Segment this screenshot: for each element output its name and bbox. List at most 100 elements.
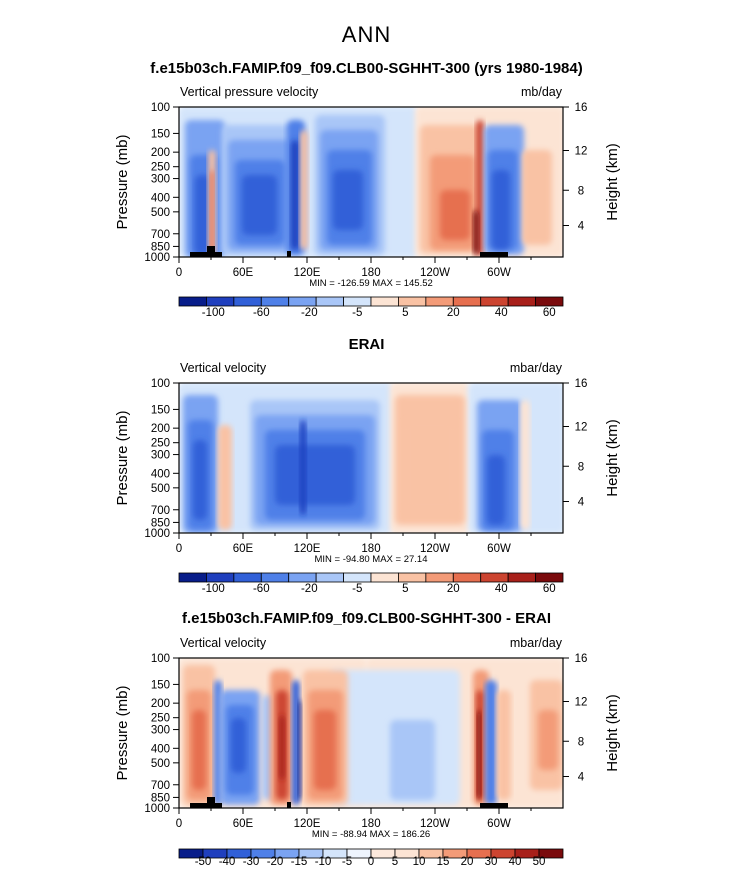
colorbar-swatch [398,296,427,307]
colorbar-label--5: -5 [352,583,362,595]
right-tick-label-16: 16 [575,102,588,114]
x-tick-label-120W: 120W [420,267,450,279]
panel-1: Vertical pressure velocity mb/day 100 150 20… [114,85,621,319]
right-axis-label-2: Height (km) [604,419,621,497]
y-tick-label-150: 150 [151,128,170,140]
colorbar-label--20: -20 [301,583,318,595]
colorbar-swatch [507,572,536,583]
contour-region-15 [279,715,285,780]
panel-3-title: f.e15b03ch.FAMIP.f09_f09.CLB00-SGHHT-300… [181,610,552,627]
right-tick-label-12: 12 [575,697,588,709]
colorbar-label-20: 20 [447,583,460,595]
y-tick-label-850: 850 [151,241,170,253]
x-tick-label-180: 180 [361,267,380,279]
y-tick-label-200: 200 [151,698,170,710]
y-tick-label-400: 400 [151,468,170,480]
x-tick-label-120E: 120E [294,267,321,279]
y-tick-label-500: 500 [151,207,170,219]
colorbar-swatch [288,296,317,307]
right-tick-label-4: 4 [578,772,585,784]
colorbar-label-5: 5 [402,583,408,595]
contour-region-4 [390,720,435,800]
y-tick-label-1000: 1000 [144,252,170,264]
x-tick-label-120W: 120W [420,818,450,830]
colorbar-swatch [425,572,454,583]
contour-region-14 [300,130,308,250]
y-tick-label-500: 500 [151,483,170,495]
colorbar-swatch [233,296,262,307]
topography-mask-1 [190,252,222,257]
y-tick-label-300: 300 [151,174,170,186]
colorbar-swatch [315,572,344,583]
y-tick-label-1000: 1000 [144,528,170,540]
colorbar-label-50: 50 [533,856,546,868]
colorbar-label--100: -100 [202,307,225,319]
x-tick-label-60W: 60W [487,818,511,830]
contour-region-18 [333,170,363,230]
contour-region-11 [231,718,246,773]
colorbar-label-15: 15 [437,856,450,868]
y-tick-label-200: 200 [151,147,170,159]
colorbar-label-10: 10 [413,856,426,868]
y-tick-label-250: 250 [151,438,170,450]
contour-region-14 [405,420,455,510]
colorbar-swatch [233,572,262,583]
contour-region-6 [193,440,207,520]
right-tick-label-12: 12 [575,146,588,158]
colorbar-label--20: -20 [267,856,284,868]
y-tick-label-850: 850 [151,517,170,529]
colorbar-label-40: 40 [509,856,522,868]
colorbar-swatch [315,296,344,307]
y-axis-label-3: Pressure (mb) [114,685,131,780]
colorbar-swatch [206,296,235,307]
colorbar-swatch [480,296,509,307]
colorbar-swatch [260,572,290,583]
colorbar-swatch [535,572,564,583]
contour-region-26 [492,170,510,250]
contour-field-3 [179,658,563,808]
colorbar-label--5: -5 [342,856,352,868]
x-tick-label-180: 180 [361,543,380,555]
x-tick-label-60E: 60E [233,818,254,830]
topography-mask-2 [207,246,215,252]
x-tick-label-0: 0 [176,267,182,279]
contour-region-20 [314,710,336,790]
contour-region-25 [497,690,511,800]
y-tick-label-700: 700 [151,780,170,792]
colorbar-swatch [343,572,372,583]
subtitle-right-1: mb/day [521,85,563,99]
y-tick-label-100: 100 [151,102,170,114]
colorbar-label--10: -10 [315,856,332,868]
right-tick-label-12: 12 [575,422,588,434]
colorbar-label--50: -50 [195,856,212,868]
x-tick-label-180: 180 [361,818,380,830]
topography-mask-1 [190,803,222,808]
y-tick-label-250: 250 [151,162,170,174]
subtitle-left-3: Vertical velocity [180,636,267,650]
y-tick-label-200: 200 [151,423,170,435]
colorbar-swatch [452,572,482,583]
contour-region-11 [242,175,277,235]
colorbar-swatch [398,572,427,583]
y-tick-label-250: 250 [151,713,170,725]
contour-region-13 [291,140,299,250]
contour-region-7 [192,710,206,790]
colorbar-swatch [425,296,454,307]
x-tick-label-60E: 60E [233,267,254,279]
subtitle-right-2: mbar/day [510,361,563,375]
min-max-stats-3: MIN = -88.94 MAX = 186.26 [312,829,430,840]
colorbar-swatch [370,296,399,307]
y-tick-label-100: 100 [151,653,170,665]
min-max-stats-1: MIN = -126.59 MAX = 145.52 [309,278,433,289]
x-tick-label-60W: 60W [487,267,511,279]
colorbar-1: -100 -60 -20 -5 5 20 40 60 [178,296,564,319]
y-tick-label-400: 400 [151,743,170,755]
contour-region-17 [487,455,505,525]
right-tick-label-16: 16 [575,653,588,665]
colorbar-label-60: 60 [543,583,556,595]
contour-region-21 [440,190,470,240]
subtitle-right-3: mbar/day [510,636,563,650]
colorbar-label--60: -60 [253,307,270,319]
x-tick-label-60E: 60E [233,543,254,555]
colorbar-3: -50 -40 -30 -20 -15 -10 -5 0 5 10 15 20 30 40 50 [178,848,564,868]
